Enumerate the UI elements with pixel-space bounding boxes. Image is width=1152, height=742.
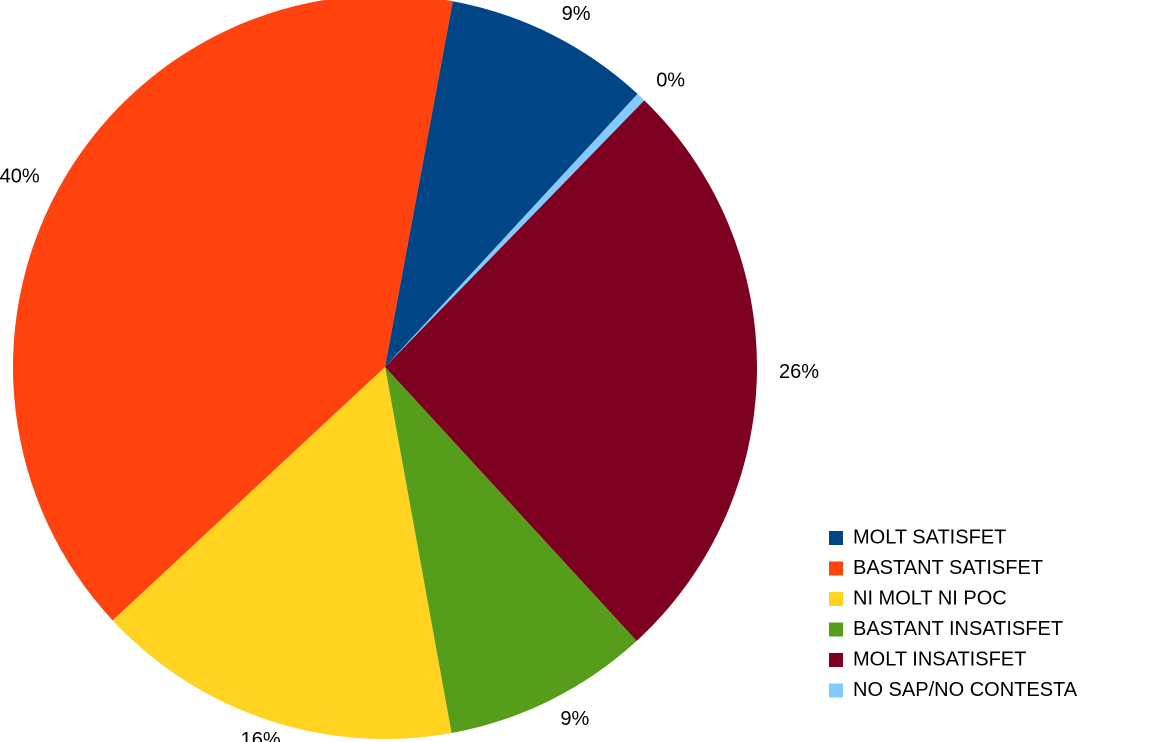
pie-value-label-bastant-insatisfet: 9% [560, 708, 589, 730]
pie-value-label-molt-insatisfet: 26% [779, 361, 819, 383]
legend-swatch-bastant-satisfet [829, 561, 843, 576]
pie-value-label-bastant-satisfet: 40% [0, 166, 40, 188]
legend-swatch-ni-molt-ni-poc [829, 592, 843, 606]
legend: MOLT SATISFET BASTANT SATISFET NI MOLT NI … [829, 526, 1078, 701]
legend-swatch-bastant-insatisfet [829, 622, 843, 637]
legend-label-bastant-insatisfet: BASTANT INSATISFET [853, 618, 1063, 640]
legend-label-molt-satisfet: MOLT SATISFET [853, 526, 1006, 548]
pie-slices [13, 0, 757, 739]
pie-slice-molt-satisfet [385, 1, 638, 367]
legend-swatch-no-sap-no-contesta [829, 683, 843, 698]
pie-value-label-ni-molt-ni-poc: 16% [241, 729, 281, 742]
pie-slice-ni-molt-ni-poc [112, 367, 452, 739]
pie-slice-no-sap-no-contesta [385, 93, 645, 368]
pie-value-label-no-sap-no-contesta: 0% [656, 69, 685, 91]
legend-label-ni-molt-ni-poc: NI MOLT NI POC [853, 587, 1007, 609]
pie-value-label-molt-satisfet: 9% [562, 3, 591, 25]
legend-label-no-sap-no-contesta: NO SAP/NO CONTESTA [853, 679, 1078, 701]
legend-label-bastant-satisfet: BASTANT SATISFET [853, 557, 1043, 579]
legend-swatch-molt-satisfet [829, 531, 843, 545]
pie-slice-bastant-satisfet [13, 0, 453, 621]
legend-swatch-molt-insatisfet [829, 653, 843, 667]
pie-slice-molt-insatisfet [385, 100, 757, 641]
pie-value-labels: 9% 0% 26% 9% 16% 40% [0, 3, 819, 742]
pie-slice-bastant-insatisfet [385, 367, 637, 734]
legend-label-molt-insatisfet: MOLT INSATISFET [853, 648, 1026, 670]
